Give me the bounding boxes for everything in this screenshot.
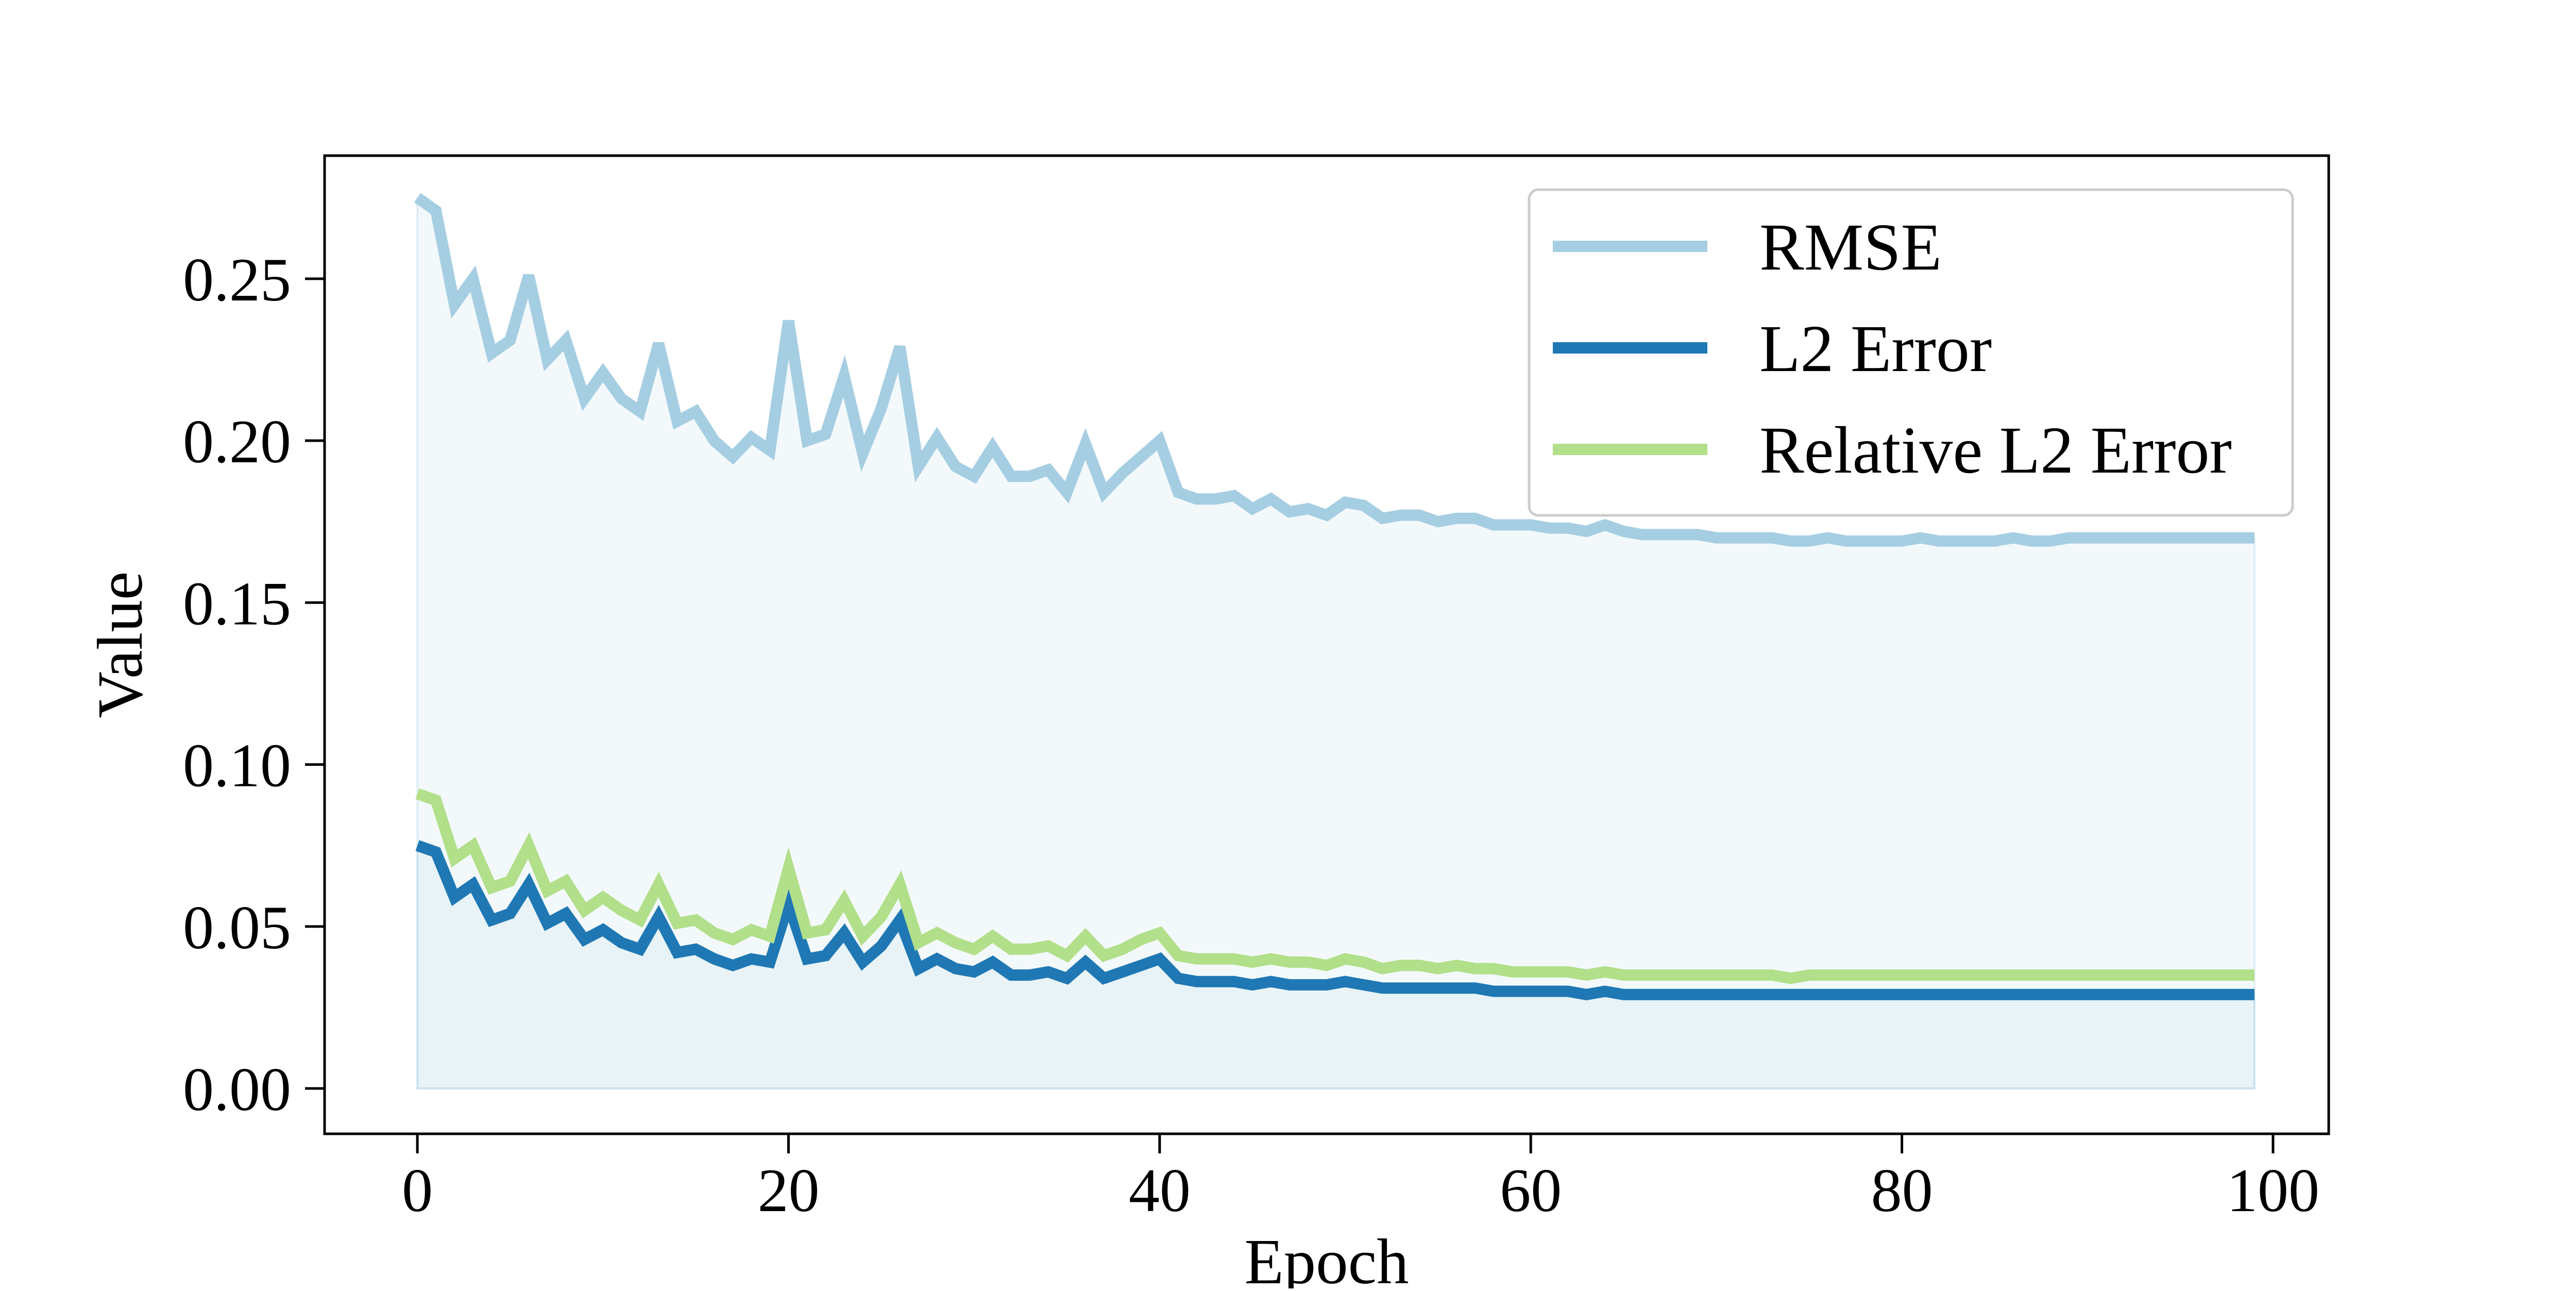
x-axis-label: Epoch <box>1244 1227 1409 1288</box>
y-tick-label: 0.20 <box>183 407 291 476</box>
y-tick-label: 0.00 <box>183 1055 291 1124</box>
legend-box <box>1528 188 2294 517</box>
series-line-l2-error <box>415 840 2255 1000</box>
series-line-relative-l2-error <box>415 788 2255 984</box>
legend-label-l2-error: L2 Error <box>1759 312 1992 386</box>
x-tick-label: 0 <box>402 1156 433 1225</box>
x-axis: 0 20 40 60 80 100 <box>402 1134 2319 1225</box>
x-tick-label: 40 <box>1129 1156 1191 1225</box>
y-tick-label: 0.05 <box>183 893 291 962</box>
x-tick-label: 100 <box>2227 1156 2319 1225</box>
y-tick-label: 0.25 <box>183 245 291 314</box>
series-line-rmse <box>414 193 2255 547</box>
y-axis: 0.00 0.05 0.10 0.15 0.20 0.25 <box>183 245 325 1124</box>
x-tick-label: 80 <box>1871 1156 1933 1225</box>
x-tick-label: 20 <box>757 1156 819 1225</box>
legend: RMSE L2 Error Relative L2 Error <box>1528 188 2294 517</box>
x-tick-label: 60 <box>1500 1156 1562 1225</box>
y-axis-label: Value <box>85 572 156 718</box>
legend-items: RMSE L2 Error Relative L2 Error <box>1553 210 2232 488</box>
y-tick-label: 0.15 <box>183 569 291 638</box>
lines-layer <box>414 193 2255 1000</box>
plot-frame <box>323 154 2330 1135</box>
y-tick-label: 0.10 <box>183 731 291 800</box>
legend-label-rmse: RMSE <box>1759 210 1942 284</box>
legend-label-relative-l2-error: Relative L2 Error <box>1759 413 2232 488</box>
